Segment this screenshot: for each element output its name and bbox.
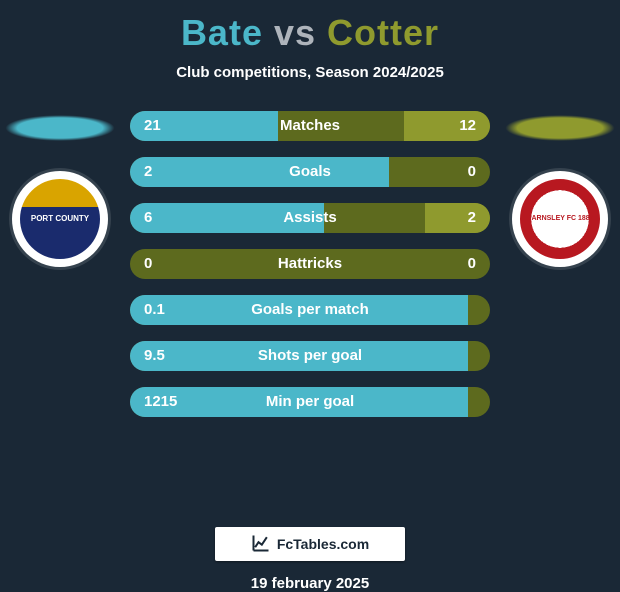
brand-badge: FcTables.com	[215, 527, 405, 561]
stat-row: 20Goals	[130, 157, 490, 187]
stat-label: Shots per goal	[130, 341, 490, 371]
player1-crest-inner: PORT COUNTY	[20, 179, 100, 259]
stat-label: Goals	[130, 157, 490, 187]
player1-ellipse	[5, 115, 115, 141]
stat-row: 00Hattricks	[130, 249, 490, 279]
vs-text: vs	[274, 12, 316, 53]
stat-bars: 2112Matches 20Goals 62Assists 00Hattricks 0.…	[130, 111, 490, 433]
player2-column: BARNSLEY FC 1887	[500, 99, 620, 519]
stat-row: 62Assists	[130, 203, 490, 233]
comparison-title: Bate vs Cotter	[0, 0, 620, 54]
player1-column: PORT COUNTY	[0, 99, 120, 519]
stat-row: 2112Matches	[130, 111, 490, 141]
stat-label: Goals per match	[130, 295, 490, 325]
date-text: 19 february 2025	[0, 575, 620, 592]
player2-crest-text: BARNSLEY FC 1887	[526, 215, 593, 223]
player2-ellipse	[505, 115, 615, 141]
stat-label: Hattricks	[130, 249, 490, 279]
brand-text: FcTables.com	[277, 536, 369, 552]
stat-label: Matches	[130, 111, 490, 141]
stat-row: 0.1Goals per match	[130, 295, 490, 325]
player2-crest-inner: BARNSLEY FC 1887	[520, 179, 600, 259]
stat-row: 1215Min per goal	[130, 387, 490, 417]
player1-name: Bate	[181, 12, 263, 53]
stat-row: 9.5Shots per goal	[130, 341, 490, 371]
stat-label: Min per goal	[130, 387, 490, 417]
player1-crest: PORT COUNTY	[12, 171, 108, 267]
stat-label: Assists	[130, 203, 490, 233]
chart-icon	[251, 533, 271, 556]
player1-crest-text: PORT COUNTY	[31, 215, 89, 224]
player2-crest: BARNSLEY FC 1887	[512, 171, 608, 267]
comparison-stage: PORT COUNTY BARNSLEY FC 1887 2112Matches…	[0, 99, 620, 519]
subtitle: Club competitions, Season 2024/2025	[0, 64, 620, 81]
player2-name: Cotter	[327, 12, 439, 53]
